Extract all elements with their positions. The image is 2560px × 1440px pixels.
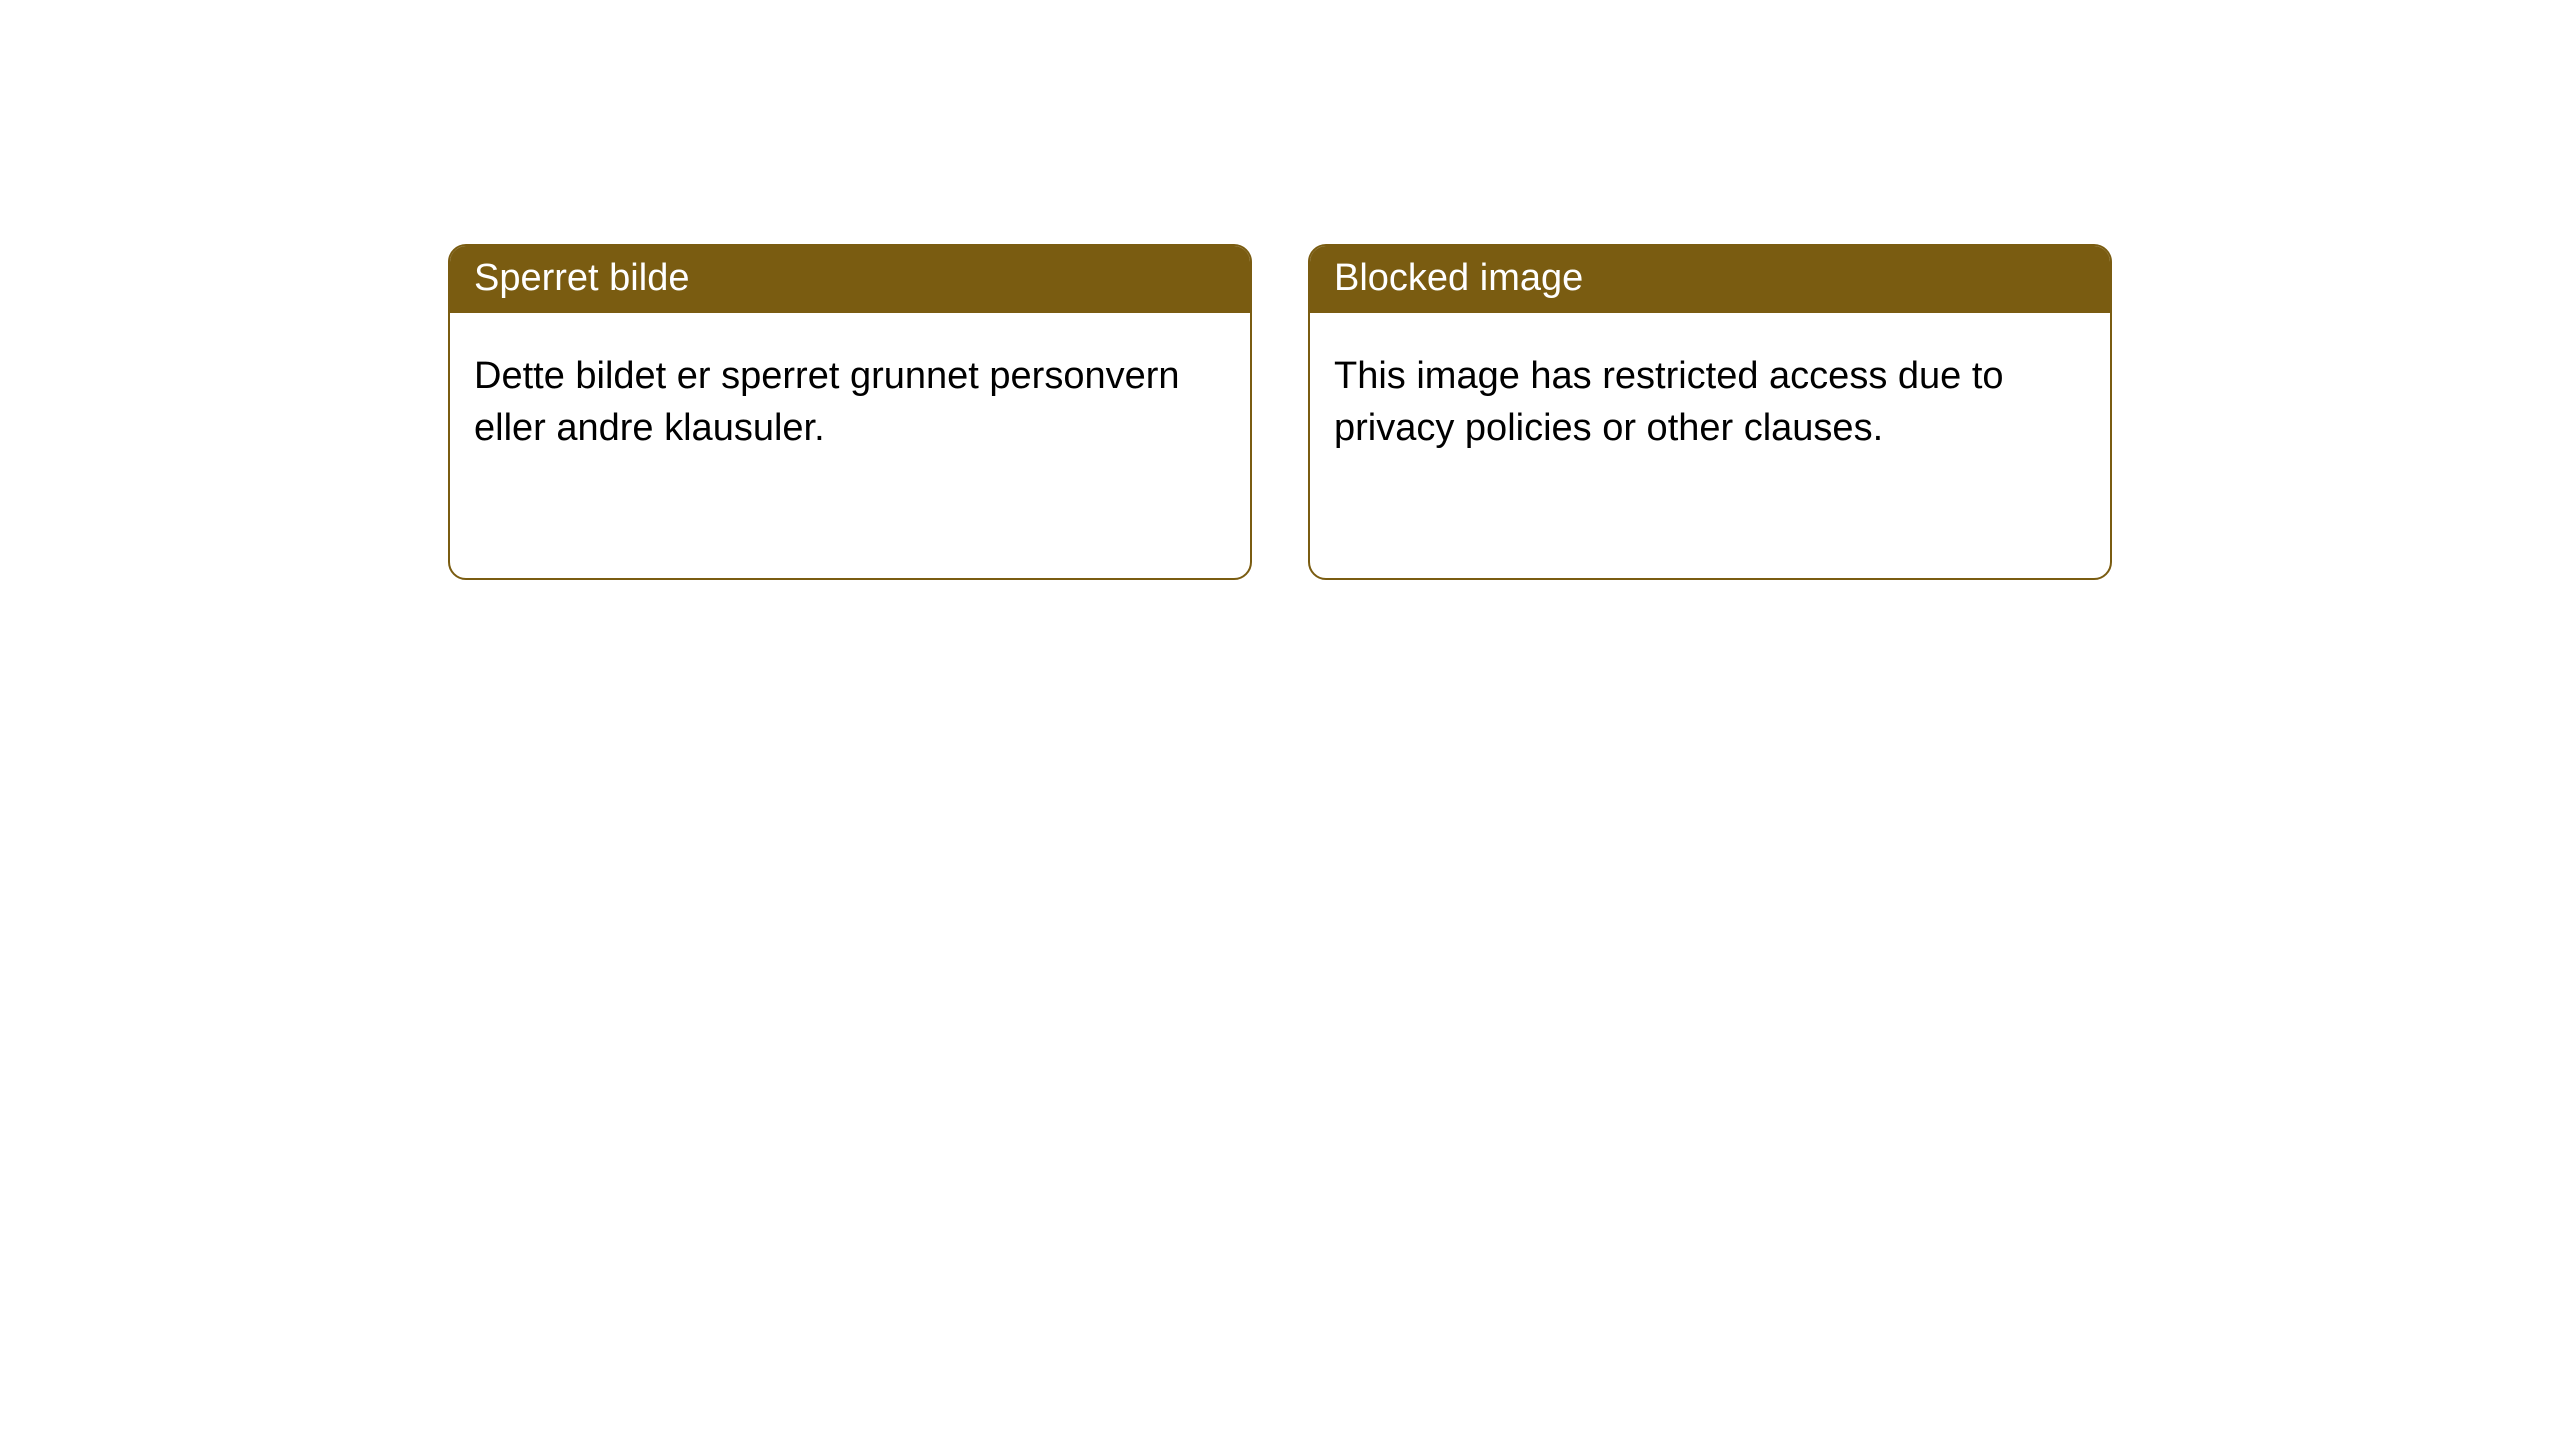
card-body: This image has restricted access due to … — [1310, 313, 2110, 478]
card-header: Blocked image — [1310, 246, 2110, 313]
card-title: Sperret bilde — [474, 257, 689, 299]
card-body-text: Dette bildet er sperret grunnet personve… — [474, 355, 1180, 448]
cards-container: Sperret bilde Dette bildet er sperret gr… — [0, 0, 2560, 580]
card-body-text: This image has restricted access due to … — [1334, 355, 2004, 448]
card-body: Dette bildet er sperret grunnet personve… — [450, 313, 1250, 478]
card-title: Blocked image — [1334, 257, 1583, 299]
card-header: Sperret bilde — [450, 246, 1250, 313]
blocked-image-card-no: Sperret bilde Dette bildet er sperret gr… — [448, 244, 1252, 580]
blocked-image-card-en: Blocked image This image has restricted … — [1308, 244, 2112, 580]
